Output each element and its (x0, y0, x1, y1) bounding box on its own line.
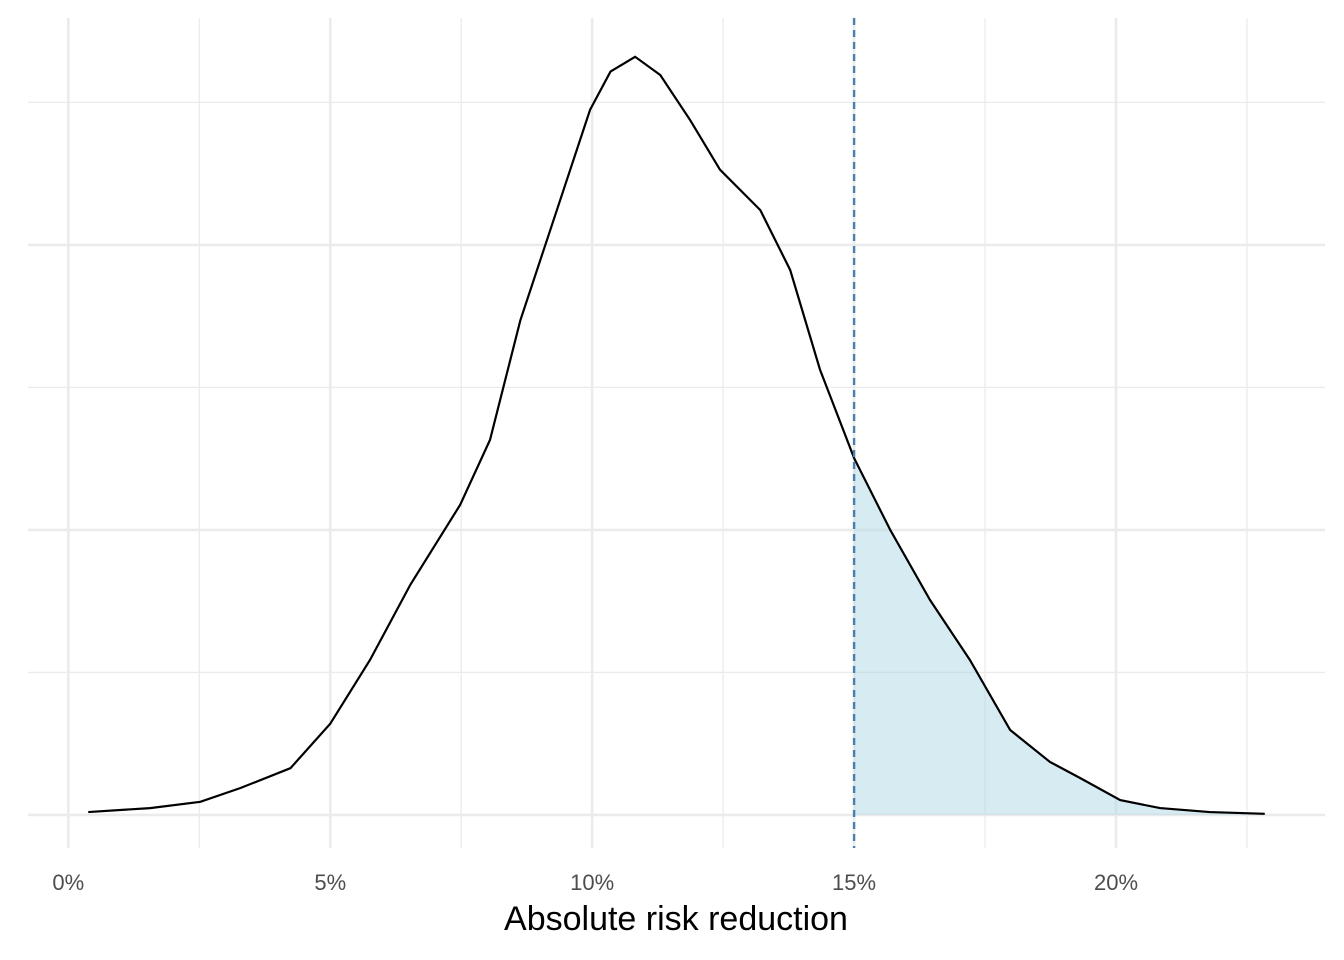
x-tick-label: 15% (832, 870, 876, 895)
x-tick-label: 0% (52, 870, 84, 895)
x-tick-label: 10% (570, 870, 614, 895)
x-tick-label: 5% (314, 870, 346, 895)
x-axis-label: Absolute risk reduction (504, 900, 848, 938)
x-tick-label: 20% (1094, 870, 1138, 895)
density-line (88, 55, 1265, 815)
shaded-area (854, 458, 1265, 815)
